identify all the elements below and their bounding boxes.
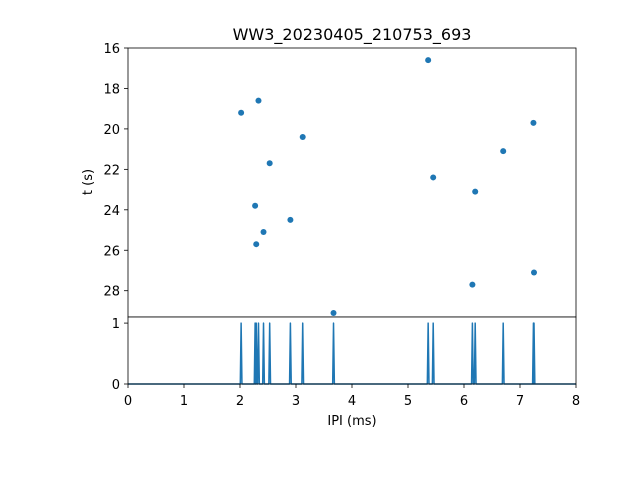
ipi-y-ticks: 01 — [112, 317, 128, 393]
scatter-point — [252, 202, 259, 209]
scatter-point — [469, 281, 476, 288]
x-tick-label: 3 — [292, 394, 300, 409]
scatter-point — [430, 174, 437, 181]
y-tick-label: 18 — [103, 82, 120, 97]
scatter-plot-area — [128, 48, 576, 317]
y-tick-label: 24 — [103, 204, 120, 219]
y-tick-label: 28 — [103, 285, 120, 300]
x-tick-label: 4 — [348, 394, 356, 409]
x-tick-label: 0 — [124, 394, 132, 409]
y-tick-label: 22 — [103, 163, 120, 178]
chart-title: WW3_20230405_210753_693 — [233, 25, 472, 45]
y-tick-label: 16 — [103, 42, 120, 57]
x-tick-label: 1 — [180, 394, 188, 409]
scatter-point — [253, 241, 260, 248]
scatter-point — [299, 133, 306, 140]
ipi-x-ticks: 0 1 2 3 4 5 6 7 8 — [124, 384, 580, 409]
scatter-panel: 16 18 20 22 24 26 28 t (s) — [81, 42, 577, 318]
scatter-point — [266, 160, 273, 167]
x-tick-label: 5 — [404, 394, 412, 409]
scatter-points — [238, 57, 537, 316]
x-axis-label: IPI (ms) — [327, 414, 376, 429]
ipi-plot-area — [128, 317, 576, 384]
scatter-point — [287, 216, 294, 223]
ipi-frame — [127, 316, 577, 385]
scatter-point — [260, 229, 267, 236]
scatter-point — [255, 97, 262, 104]
ipi-y-tick-label: 1 — [112, 317, 120, 332]
scatter-point — [530, 119, 537, 126]
scatter-point — [238, 109, 245, 116]
y-tick-label: 26 — [103, 244, 120, 259]
x-tick-label: 6 — [460, 394, 468, 409]
x-tick-label: 7 — [516, 394, 524, 409]
scatter-point — [531, 269, 537, 276]
scatter-point — [330, 309, 337, 316]
y-tick-label: 20 — [103, 123, 120, 138]
scatter-y-ticks: 16 18 20 22 24 26 28 — [103, 42, 128, 300]
scatter-point — [472, 188, 479, 195]
x-tick-label: 8 — [572, 394, 580, 409]
y-axis-label: t (s) — [81, 169, 96, 195]
ipi-y-tick-label: 0 — [112, 378, 120, 393]
scatter-point — [500, 148, 507, 155]
x-tick-label: 2 — [236, 394, 244, 409]
scatter-point — [425, 57, 432, 64]
